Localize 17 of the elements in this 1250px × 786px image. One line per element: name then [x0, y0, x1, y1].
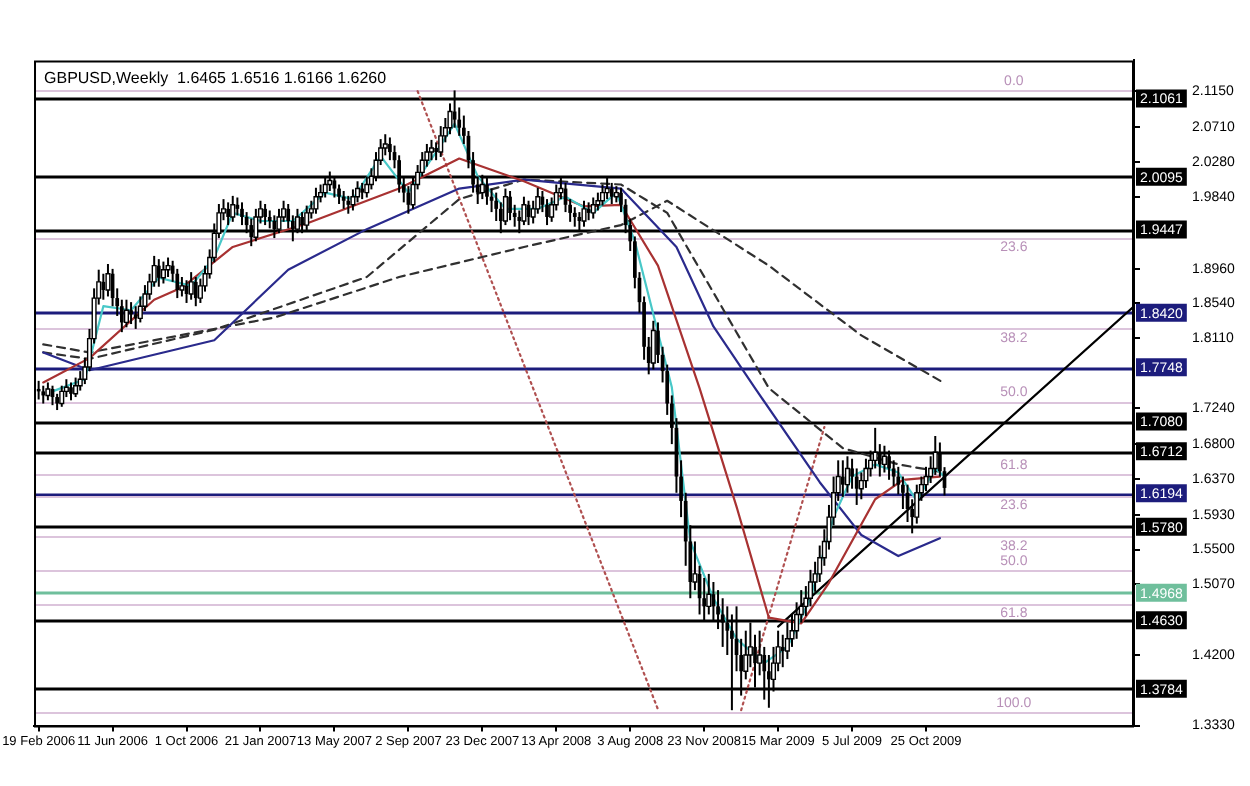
candlestick: [337, 183, 341, 205]
candlestick: [129, 301, 133, 326]
candlestick: [840, 459, 845, 498]
candlestick: [226, 201, 230, 227]
candlestick: [156, 258, 161, 288]
candlestick: [175, 267, 180, 300]
text: GBPUSD,Weekly 1.6465 1.6516 1.6166 1.6260: [44, 68, 388, 87]
candlestick: [854, 467, 859, 506]
candlestick: [263, 202, 267, 227]
candlestick: [609, 181, 614, 205]
candlestick: [240, 201, 244, 227]
candlestick: [545, 198, 549, 227]
candlestick: [508, 190, 512, 222]
candlestick: [101, 272, 106, 301]
candlestick: [891, 459, 896, 488]
candlestick: [388, 136, 392, 162]
candlestick: [193, 276, 198, 308]
